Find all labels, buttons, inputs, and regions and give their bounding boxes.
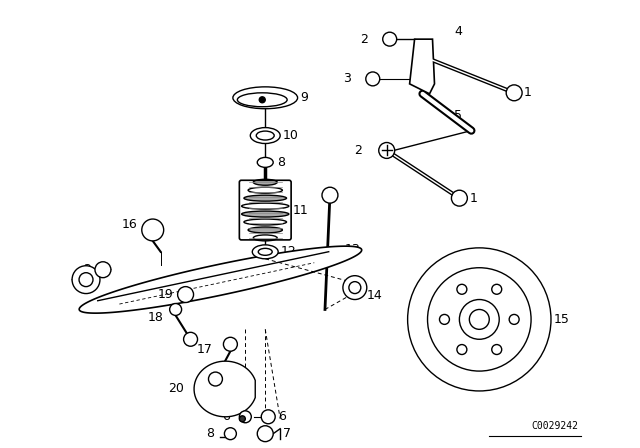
Text: 6: 6	[278, 410, 286, 423]
Text: 2: 2	[360, 33, 368, 46]
Circle shape	[509, 314, 519, 324]
Circle shape	[142, 219, 164, 241]
Ellipse shape	[257, 157, 273, 168]
Text: 15: 15	[554, 313, 570, 326]
Text: 10: 10	[283, 129, 299, 142]
Text: 4: 4	[454, 25, 462, 38]
Text: 14: 14	[367, 289, 383, 302]
Text: 20: 20	[168, 383, 184, 396]
Circle shape	[457, 284, 467, 294]
Text: 16: 16	[122, 219, 138, 232]
Circle shape	[440, 314, 449, 324]
Circle shape	[239, 411, 252, 423]
Circle shape	[451, 190, 467, 206]
Text: 2: 2	[83, 263, 91, 276]
Circle shape	[79, 273, 93, 287]
Circle shape	[322, 187, 338, 203]
Ellipse shape	[256, 131, 274, 140]
Circle shape	[457, 345, 467, 354]
Text: 7: 7	[283, 427, 291, 440]
Text: 13: 13	[345, 243, 361, 256]
Text: 3: 3	[343, 73, 351, 86]
Circle shape	[259, 97, 265, 103]
Ellipse shape	[242, 203, 289, 209]
Text: 9: 9	[300, 91, 308, 104]
Circle shape	[379, 142, 395, 159]
Circle shape	[184, 332, 198, 346]
Text: 17: 17	[196, 343, 212, 356]
Circle shape	[428, 268, 531, 371]
Text: 19: 19	[158, 288, 173, 301]
Circle shape	[225, 428, 236, 439]
Circle shape	[223, 337, 237, 351]
Text: 5: 5	[454, 109, 463, 122]
Text: 8: 8	[277, 156, 285, 169]
Ellipse shape	[253, 179, 277, 185]
Ellipse shape	[248, 227, 282, 233]
Ellipse shape	[233, 87, 298, 109]
Circle shape	[95, 262, 111, 278]
Circle shape	[506, 85, 522, 101]
Text: 6: 6	[223, 410, 230, 423]
Circle shape	[209, 372, 223, 386]
Circle shape	[408, 248, 551, 391]
Circle shape	[72, 266, 100, 293]
Ellipse shape	[253, 235, 277, 241]
Ellipse shape	[242, 211, 289, 217]
Ellipse shape	[252, 245, 278, 259]
Circle shape	[257, 426, 273, 442]
Polygon shape	[194, 361, 255, 417]
Text: 1: 1	[524, 86, 532, 99]
Circle shape	[460, 300, 499, 339]
Ellipse shape	[237, 93, 287, 107]
Circle shape	[178, 287, 193, 302]
Polygon shape	[79, 246, 362, 313]
Ellipse shape	[250, 128, 280, 143]
Circle shape	[261, 410, 275, 424]
Ellipse shape	[244, 195, 287, 201]
Text: 18: 18	[148, 311, 164, 324]
Circle shape	[239, 416, 245, 422]
Circle shape	[349, 282, 361, 293]
Text: 8: 8	[207, 427, 214, 440]
Circle shape	[366, 72, 380, 86]
Circle shape	[383, 32, 397, 46]
Circle shape	[343, 276, 367, 300]
Ellipse shape	[259, 248, 272, 255]
Ellipse shape	[248, 187, 282, 193]
Circle shape	[492, 284, 502, 294]
Ellipse shape	[244, 219, 287, 225]
Circle shape	[170, 303, 182, 315]
Text: 11: 11	[293, 203, 309, 216]
Polygon shape	[410, 39, 435, 94]
Text: C0029242: C0029242	[532, 421, 579, 431]
Text: 12: 12	[281, 246, 297, 258]
Circle shape	[492, 345, 502, 354]
Circle shape	[469, 310, 489, 329]
Text: 1: 1	[469, 192, 477, 205]
Text: 2: 2	[354, 144, 362, 157]
